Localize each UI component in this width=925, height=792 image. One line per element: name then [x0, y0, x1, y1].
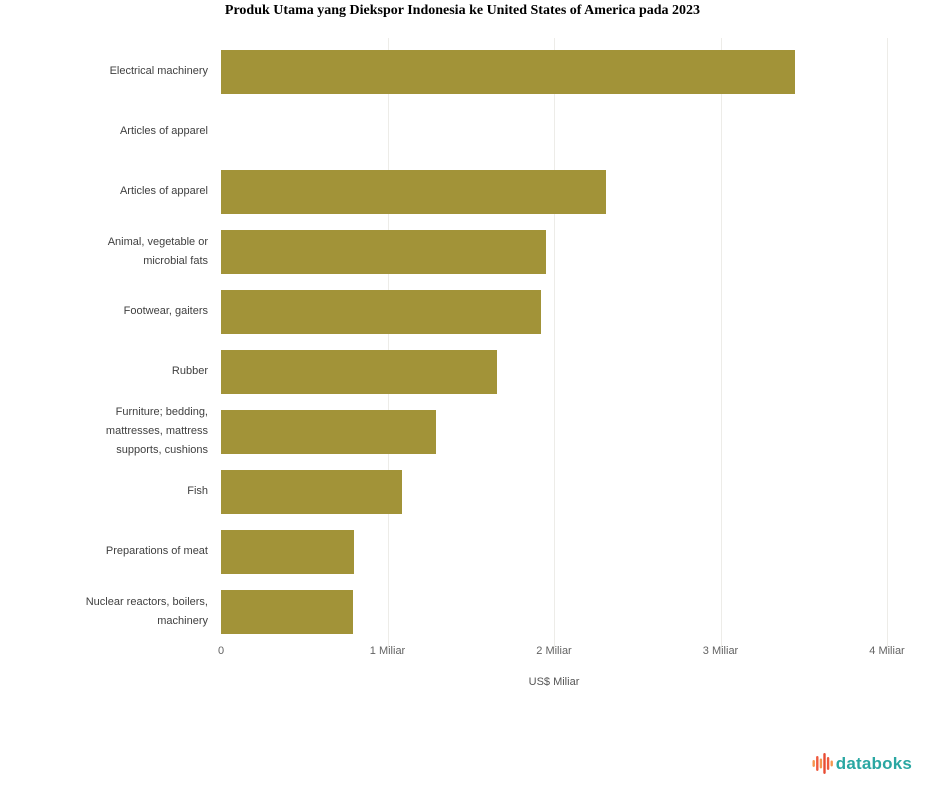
category-label-line: machinery — [157, 614, 208, 627]
gridline — [554, 38, 555, 648]
x-tick-label: 3 Miliar — [702, 645, 739, 657]
x-axis-title: US$ Miliar — [528, 676, 580, 688]
bar — [221, 589, 353, 634]
category-label-line: supports, cushions — [116, 444, 208, 456]
bar — [221, 409, 436, 454]
gridline — [887, 38, 888, 648]
gridline — [387, 38, 389, 648]
bar — [221, 229, 546, 274]
bar — [221, 469, 403, 514]
chart-title: Produk Utama yang Diekspor Indonesia ke … — [224, 3, 701, 18]
databoks-bars-icon — [812, 753, 833, 774]
category-label-line: Nuclear reactors, boilers, — [85, 595, 208, 608]
category-label-line: Animal, vegetable or — [107, 235, 208, 248]
x-tick-label: 4 Miliar — [869, 645, 905, 657]
category-label-line: Rubber — [171, 365, 208, 377]
category-label: Furniture; bedding, mattresses, mattress s… — [0, 403, 208, 460]
category-label: Fish — [0, 482, 208, 501]
gridline — [720, 38, 722, 648]
x-tick-label: 0 — [217, 645, 225, 657]
category-label: Articles of apparel — [0, 182, 208, 201]
category-label: Animal, vegetable or microbial fats — [0, 233, 208, 271]
category-label-line: Footwear, gaiters — [123, 305, 208, 317]
category-label: Nuclear reactors, boilers, machinery — [0, 593, 208, 631]
category-label: Articles of apparel — [0, 122, 208, 141]
category-label-line: Electrical machinery — [109, 65, 208, 77]
databoks-wordmark: databoks — [835, 753, 912, 773]
category-label: Preparations of meat — [0, 542, 208, 561]
databoks-logo: databoks — [812, 750, 912, 776]
category-label-line: Furniture; bedding, — [115, 406, 208, 418]
x-tick-label: 1 Miliar — [369, 645, 406, 657]
category-label-line: microbial fats — [143, 254, 208, 267]
bar — [221, 289, 541, 334]
bar — [221, 349, 498, 394]
bar — [221, 529, 355, 574]
category-label-line: Fish — [187, 485, 208, 497]
category-label-line: Articles of apparel — [119, 185, 208, 197]
category-label: Electrical machinery — [0, 62, 208, 81]
category-label-line: Preparations of meat — [105, 545, 208, 557]
category-label: Rubber — [0, 362, 208, 381]
bar — [221, 169, 606, 214]
bar — [221, 49, 796, 94]
x-tick-label: 2 Miliar — [536, 645, 572, 657]
category-label-line: Articles of apparel — [119, 125, 208, 137]
category-label-line: mattresses, mattress — [105, 425, 208, 437]
category-label: Footwear, gaiters — [0, 302, 208, 321]
